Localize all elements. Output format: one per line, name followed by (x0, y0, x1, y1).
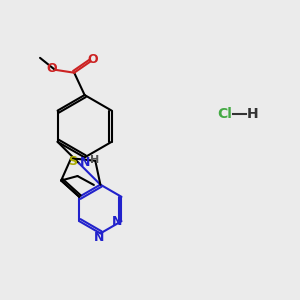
Text: O: O (46, 62, 57, 75)
Text: H: H (247, 107, 258, 121)
Text: O: O (88, 53, 98, 66)
Text: N: N (112, 215, 122, 228)
Text: N: N (94, 231, 104, 244)
Text: N: N (80, 155, 91, 169)
Text: S: S (68, 155, 77, 168)
Text: Cl: Cl (217, 107, 232, 121)
Text: H: H (90, 155, 100, 165)
